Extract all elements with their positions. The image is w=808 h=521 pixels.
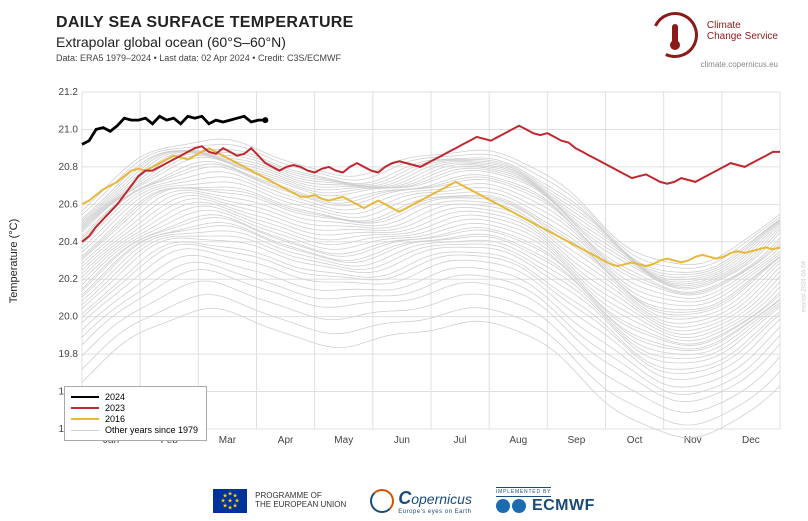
globe-icon: [496, 499, 510, 513]
thermometer-icon: [646, 6, 705, 65]
svg-text:19.8: 19.8: [59, 349, 79, 360]
copernicus-logo: Copernicus Europe's eyes on Earth: [370, 488, 472, 515]
svg-text:Apr: Apr: [278, 435, 294, 446]
svg-text:Jul: Jul: [454, 435, 467, 446]
footer-logos: PROGRAMME OF THE EUROPEAN UNION Copernic…: [0, 487, 808, 515]
eu-programme-label: PROGRAMME OF THE EUROPEAN UNION: [255, 492, 346, 510]
logo-line2: Change Service: [707, 31, 778, 42]
svg-text:Oct: Oct: [627, 435, 643, 446]
legend-item: 2016: [71, 414, 198, 424]
svg-text:Dec: Dec: [742, 435, 760, 446]
logo-url: climate.copernicus.eu: [652, 60, 778, 69]
svg-text:May: May: [334, 435, 353, 446]
y-axis-label: Temperature (°C): [8, 218, 20, 302]
eu-flag-icon: [213, 489, 247, 513]
svg-text:20.6: 20.6: [59, 199, 79, 210]
legend-item: Other years since 1979: [71, 425, 198, 435]
svg-text:21.2: 21.2: [59, 88, 79, 98]
svg-text:Jun: Jun: [394, 435, 410, 446]
svg-text:20.4: 20.4: [59, 237, 79, 248]
chart-title: DAILY SEA SURFACE TEMPERATURE: [56, 14, 752, 32]
legend-item: 2023: [71, 403, 198, 413]
ecmwf-logo: IMPLEMENTED BY ECMWF: [496, 487, 595, 515]
side-credit: esa/sst 2024-04-04: [801, 261, 807, 312]
chart-meta: Data: ERA5 1979–2024 • Last data: 02 Apr…: [56, 53, 752, 63]
svg-text:21.0: 21.0: [59, 124, 79, 135]
svg-text:Aug: Aug: [509, 435, 527, 446]
svg-text:20.2: 20.2: [59, 274, 79, 285]
svg-text:20.8: 20.8: [59, 162, 79, 173]
chart-subtitle: Extrapolar global ocean (60°S–60°N): [56, 34, 752, 50]
svg-text:Sep: Sep: [568, 435, 586, 446]
svg-text:Mar: Mar: [219, 435, 237, 446]
c3s-logo: ClimateChange Service climate.copernicus…: [652, 12, 778, 69]
orbit-icon: [370, 489, 394, 513]
chart-header: DAILY SEA SURFACE TEMPERATURE Extrapolar…: [56, 14, 752, 63]
legend-item: 2024: [71, 392, 198, 402]
chart-legend: 202420232016Other years since 1979: [64, 386, 207, 441]
logo-line1: Climate: [707, 20, 741, 31]
svg-text:20.0: 20.0: [59, 312, 79, 323]
